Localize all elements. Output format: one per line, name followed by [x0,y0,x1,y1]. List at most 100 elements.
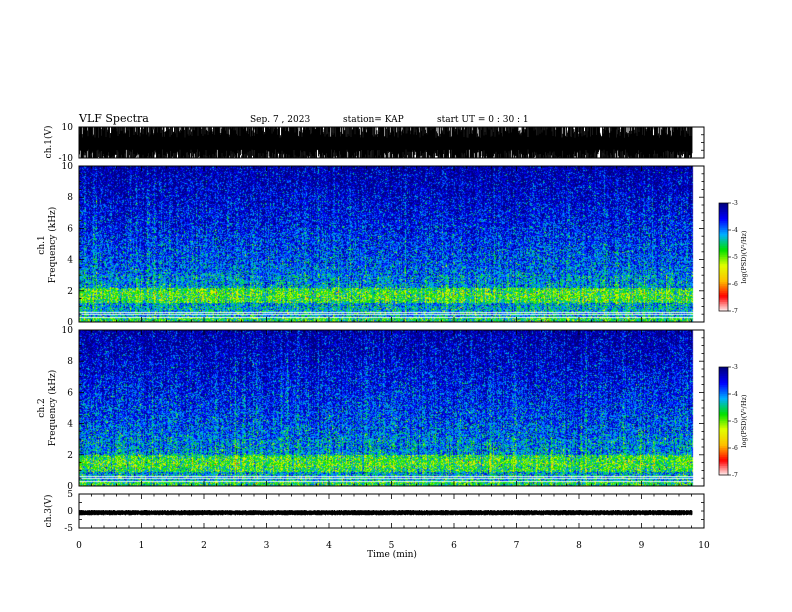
colorbar-segment [719,406,728,409]
colorbar-segment [719,276,728,280]
colorbar-segment [719,266,728,269]
figure-title: VLF Spectra [78,112,149,125]
colorbar-segment [719,233,728,236]
ch3-waveform-trace [78,510,693,516]
colorbar-segment [719,284,728,287]
colorbar-segment [719,293,728,296]
colorbar-segment [719,303,728,307]
colorbar-segment [719,435,728,438]
colorbar-tick-label: -3 [732,200,738,207]
colorbar-segment [719,271,728,274]
colorbar-segment [719,383,728,386]
colorbar-segment [719,417,728,420]
colorbar-label: log(PSD)(V²/Hz) [740,394,748,447]
colorbar-segment [719,255,728,258]
colorbar-segment [719,280,728,283]
colorbar-tick-label: -5 [732,254,738,261]
colorbar-segment [719,419,728,422]
ch1-spectrogram-ytick-label: 6 [67,224,73,234]
colorbar-segment [719,439,728,442]
colorbar-segment [719,430,728,433]
colorbar-segment [719,258,728,262]
colorbar-segment [719,394,728,397]
ch1-ytick-top: 10 [62,123,74,133]
x-tick-label: 7 [514,541,520,551]
colorbar-segment [719,235,728,238]
colorbar-segment [719,464,728,467]
x-axis-tick-labels: 0 1 2 3 4 5 6 7 8 9 10 [76,541,710,551]
colorbar-segment [719,203,728,206]
colorbar-segment [719,260,728,263]
colorbar-segment [719,221,728,224]
colorbar-segment [719,428,728,431]
ch1-waveform-trace [78,127,693,158]
x-tick-label: 1 [139,541,145,551]
colorbar-segment [719,285,728,289]
ch2-spectrogram-panel: 0 2 4 6 8 10 ch.2 Frequency (kHz) -3 -4 -5 -6 -7 l… [37,326,748,492]
ch2-spectrogram-ytick-label: 2 [67,451,73,461]
x-tick-label: 0 [76,541,82,551]
colorbar-segment [719,455,728,458]
colorbar-segment [719,449,728,453]
colorbar-segment [719,251,728,254]
colorbar-segment [719,262,728,265]
ch1-spectrogram-ytick-label: 2 [67,287,73,297]
colorbar-segment [719,377,728,381]
x-axis-label: Time (min) [367,549,417,560]
ch1-spectrogram-ytick-label: 10 [62,162,74,172]
colorbar-segment [719,289,728,292]
colorbar-segment [719,385,728,388]
colorbar-label: log(PSD)(V²/Hz) [740,230,748,283]
colorbar-segment [719,224,728,227]
colorbar-tick-label: -4 [732,227,738,234]
colorbar-tick-label: -3 [732,364,738,371]
colorbar-segment [719,267,728,271]
colorbar-tick-label: -7 [732,472,738,479]
x-tick-label: 3 [264,541,270,551]
ch3-waveform-panel: 5 0 -5 ch.3(V) [43,490,705,534]
ch1-spectrogram-ytick-label: 4 [67,256,73,266]
colorbar-segment [719,240,728,244]
ch1-spectrogram-ylabel-channel: ch.1 [37,235,47,254]
colorbar-segment [719,460,728,463]
colorbar-segment [719,228,728,231]
colorbar-segment [719,453,728,456]
colorbar-segment [719,275,728,278]
ch2-spectrogram-image [79,330,704,486]
colorbar-segment [719,244,728,247]
colorbar-segment [719,291,728,294]
colorbar-segment [719,471,728,474]
colorbar-segment [719,392,728,395]
colorbar-segment [719,466,728,469]
waveform-line [78,127,693,158]
ch2-spectrogram-ytick-label: 6 [67,388,73,398]
colorbar-segment [719,462,728,465]
x-tick-label: 6 [451,541,457,551]
ch1-spectrogram-panel: 0 2 4 6 8 10 ch.1 Frequency (kHz) -3 -4 -5 -6 -7 l… [37,162,748,328]
colorbar-segment [719,399,728,402]
colorbar-segment [719,307,728,310]
colorbar-segment [719,372,728,375]
ch3-ytick-top: 5 [67,490,73,500]
colorbar-segment [719,230,728,233]
colorbar-segment [719,367,728,370]
colorbar-segment [719,212,728,215]
station-label: station= KAP [343,115,404,125]
colorbar-segment [719,390,728,393]
colorbar-segment [719,381,728,384]
colorbar-segment [719,368,728,372]
colorbar-segment [719,448,728,451]
colorbar-segment [719,473,728,476]
colorbar-segment [719,208,728,211]
colorbar-segment [719,403,728,406]
x-tick-label: 9 [639,541,645,551]
colorbar-segment [719,231,728,235]
ch2-spectrogram-ylabel-channel: ch.2 [37,398,47,417]
ch2-spectrogram-ylabel-frequency: Frequency (kHz) [47,370,58,447]
ch3-waveform-ylabel: ch.3(V) [43,495,54,528]
colorbar-segment [719,451,728,454]
colorbar-segment [719,239,728,242]
colorbar-segment [719,395,728,399]
colorbar-segment [719,213,728,217]
